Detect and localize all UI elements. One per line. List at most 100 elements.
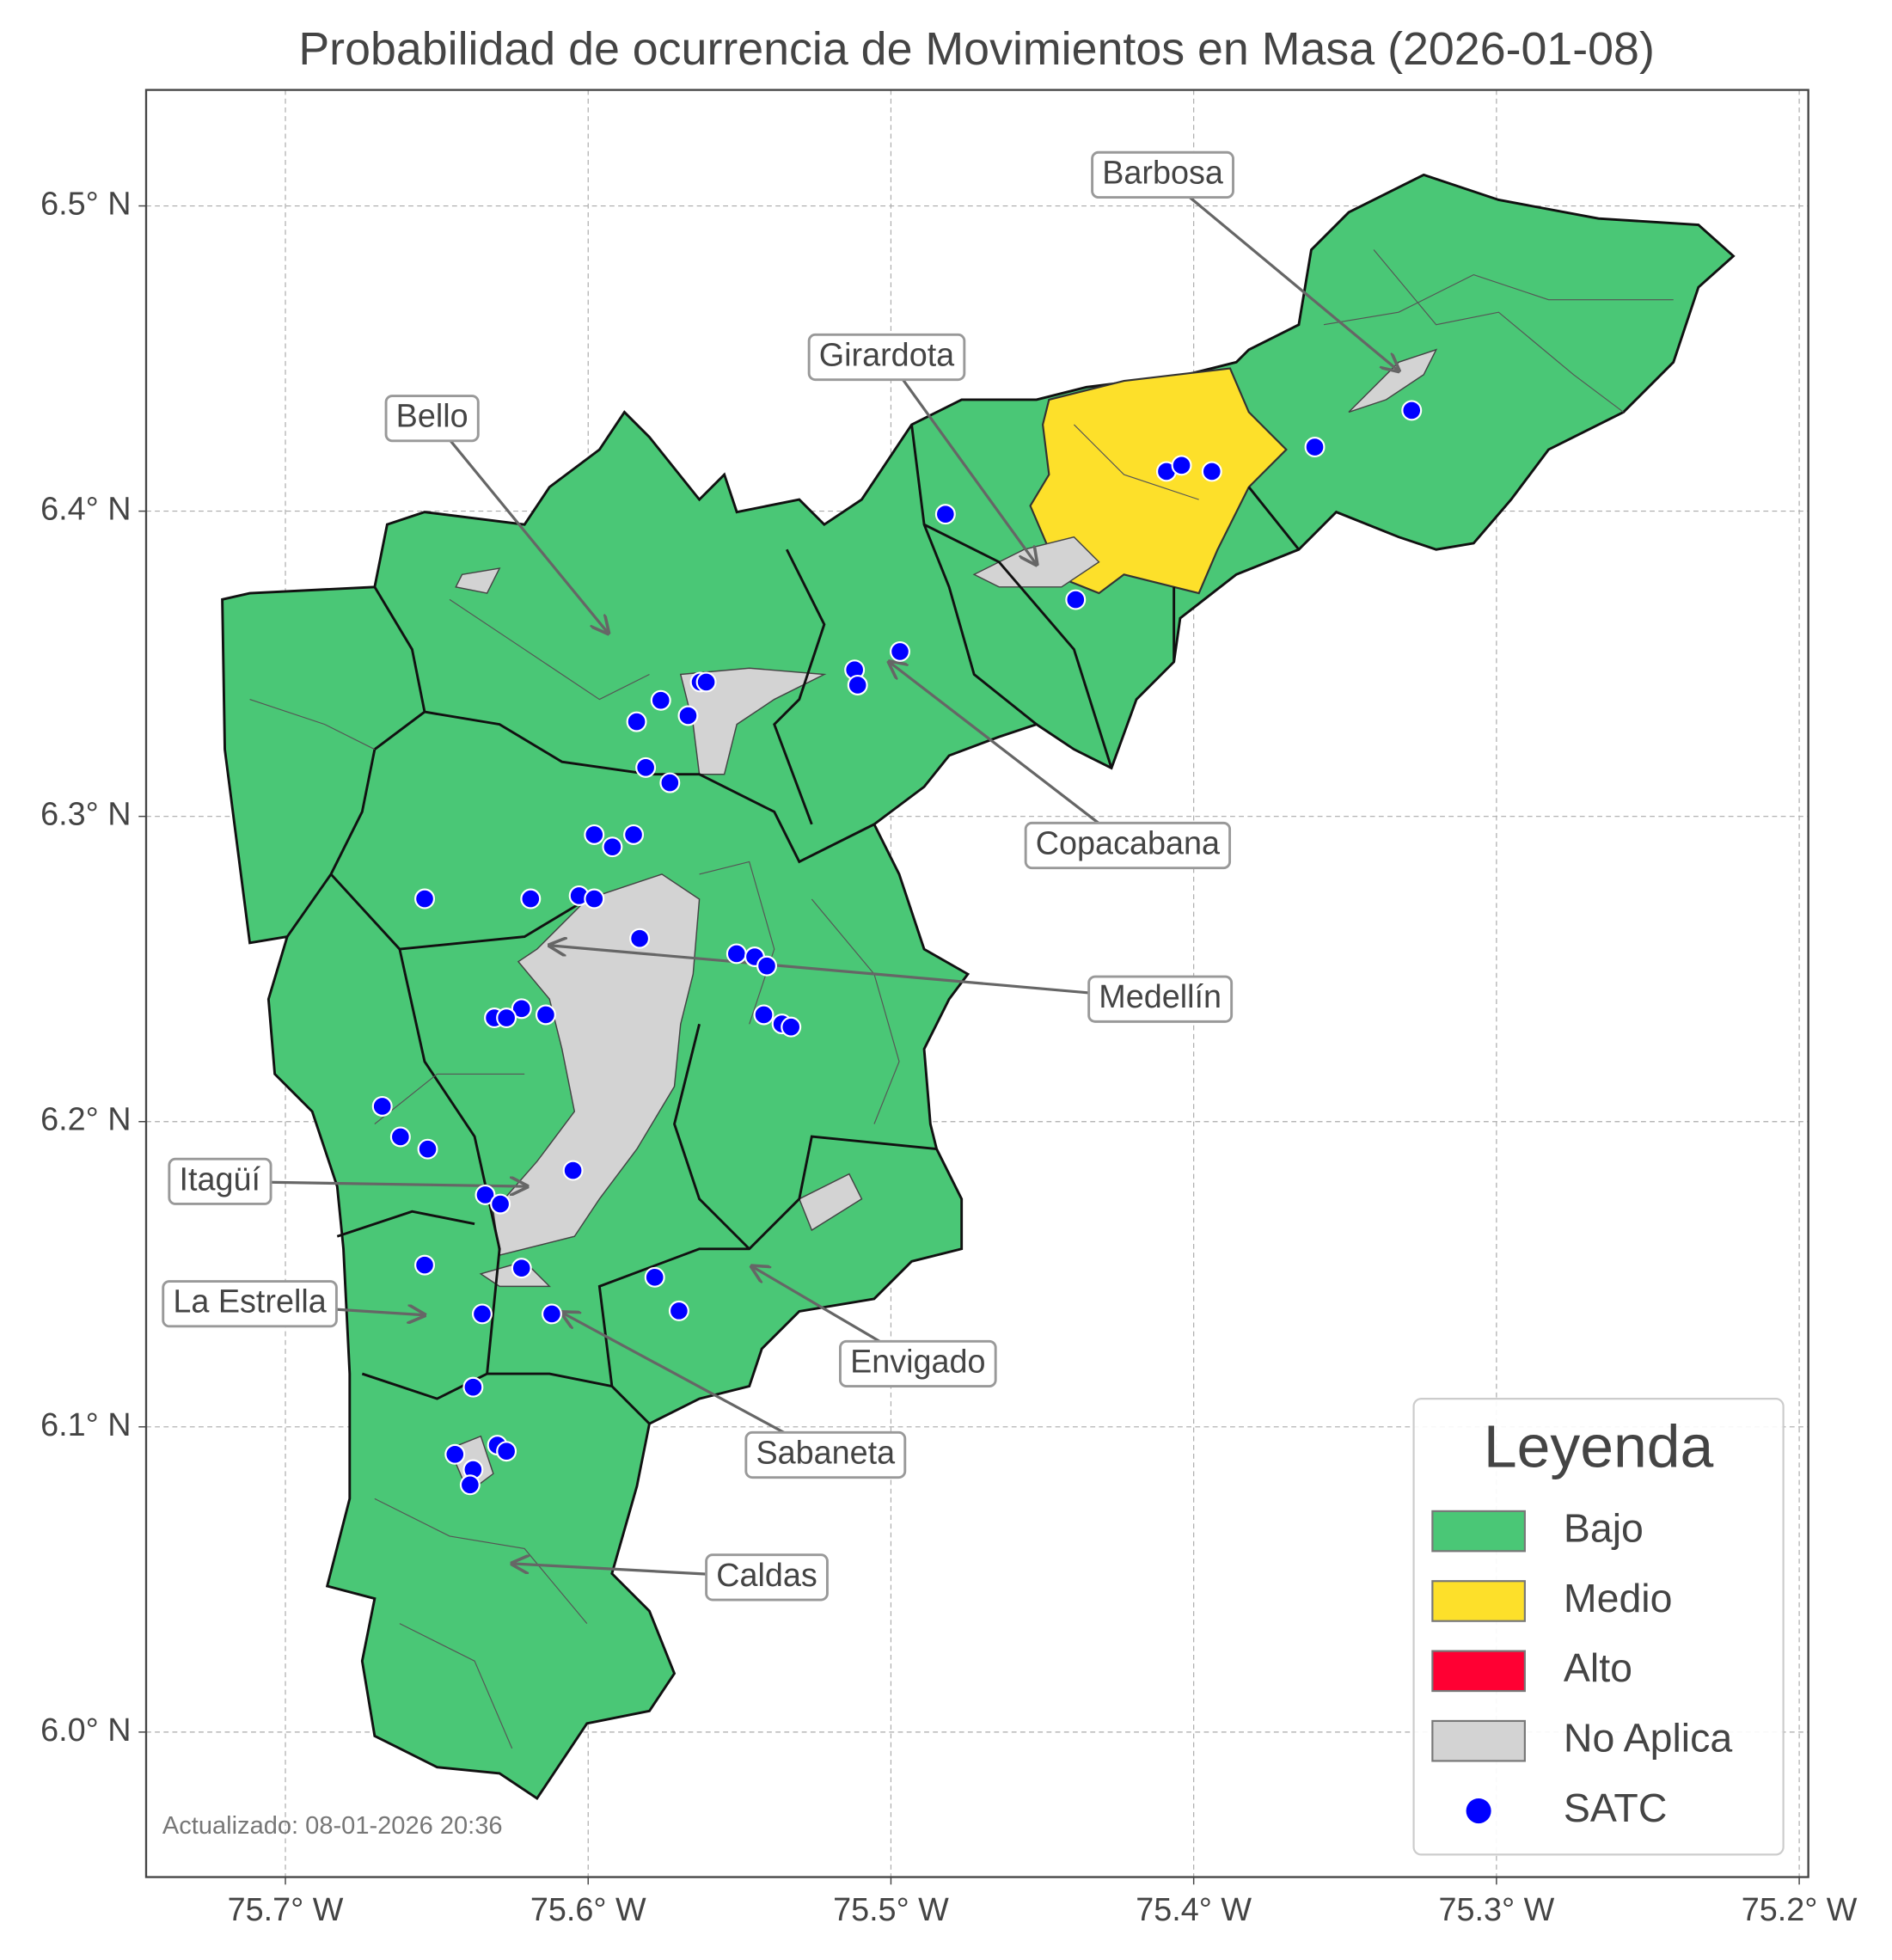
satc-point: [471, 1303, 493, 1325]
x-tick-label: 75.5° W: [833, 1892, 949, 1928]
y-tick-label: 6.0° N: [40, 1712, 131, 1749]
annotation-labels: Barbosa Girardota Bello Copacabana Medellín I…: [162, 150, 1234, 1602]
satc-point: [584, 888, 605, 910]
satc-point: [623, 824, 645, 845]
annotation-label: Medellín: [1099, 979, 1222, 1015]
legend-label: SATC: [1564, 1785, 1667, 1830]
y-tick-label: 6.2° N: [40, 1102, 131, 1138]
annotation-box: [807, 333, 966, 382]
satc-point: [444, 1443, 466, 1465]
satc-point: [371, 1095, 393, 1117]
satc-point: [668, 1300, 689, 1321]
annotation-label: Caldas: [716, 1558, 817, 1594]
satc-point: [541, 1303, 562, 1325]
satc-point: [535, 1004, 556, 1026]
map-title: Probabilidad de ocurrencia de Movimiento…: [298, 23, 1655, 75]
satc-point: [602, 836, 623, 858]
satc-point: [781, 1016, 802, 1038]
legend-marker: [1466, 1798, 1491, 1824]
satc-point: [1171, 455, 1192, 476]
annotation-arrow: [885, 356, 1036, 564]
satc-point: [629, 928, 651, 949]
y-tick-label: 6.3° N: [40, 797, 131, 833]
satc-point: [753, 1004, 775, 1026]
satc-point: [462, 1376, 484, 1398]
annotation-box: [1091, 150, 1234, 199]
satc-point: [626, 711, 647, 732]
satc-point: [635, 756, 657, 778]
satc-point: [695, 671, 717, 693]
annotation-label: Sabaneta: [756, 1435, 895, 1471]
satc-point: [414, 1254, 436, 1276]
satc-point: [496, 1441, 517, 1462]
legend-label: Medio: [1564, 1576, 1673, 1620]
annotation-arrow: [549, 946, 1160, 1001]
satc-point: [1401, 400, 1423, 421]
satc-point: [726, 943, 747, 965]
legend-swatch: [1431, 1650, 1526, 1693]
satc-point: [417, 1138, 438, 1160]
satc-point: [934, 504, 956, 525]
annotation-label: Copacabana: [1036, 826, 1220, 862]
annotation-box: [384, 395, 480, 443]
satc-point: [650, 689, 671, 711]
x-tick-label: 75.3° W: [1438, 1892, 1554, 1928]
satc-point: [677, 705, 699, 726]
ticks: 75.7° W 75.6° W 75.5° W 75.4° W 75.3° W 75.2°…: [40, 187, 1858, 1929]
y-tick-label: 6.1° N: [40, 1407, 131, 1443]
legend-swatch: [1431, 1510, 1526, 1553]
annotation-label: Barbosa: [1102, 155, 1223, 191]
satc-point: [1201, 461, 1222, 482]
annotation-label: Bello: [396, 399, 468, 435]
sub-borders: [249, 249, 1674, 1749]
satc-point: [584, 824, 605, 845]
x-tick-label: 75.6° W: [530, 1892, 646, 1928]
annotation-box: [838, 1339, 997, 1388]
satc-point: [511, 998, 532, 1020]
annotation-box: [1024, 821, 1232, 870]
satc-point: [644, 1266, 665, 1288]
satc-point: [414, 888, 436, 910]
annotation-arrow: [1161, 174, 1399, 371]
annotation-arrow: [889, 662, 1129, 847]
annotation-box: [705, 1553, 829, 1602]
legend-label: No Aplica: [1564, 1715, 1732, 1760]
annotation-box: [162, 1280, 338, 1328]
annotation-box: [168, 1157, 272, 1205]
satc-point: [756, 955, 778, 977]
satc-point: [1065, 589, 1087, 610]
annotation-label: Itagüí: [179, 1161, 260, 1197]
annotation-box: [744, 1430, 907, 1479]
legend-title: Leyenda: [1484, 1413, 1714, 1480]
satc-points: [371, 400, 1423, 1496]
satc-point: [659, 772, 681, 793]
satc-point: [490, 1193, 511, 1215]
satc-point: [847, 675, 868, 695]
annotation-arrow: [431, 417, 609, 634]
y-tick-label: 6.4° N: [40, 492, 131, 528]
x-tick-label: 75.4° W: [1136, 1892, 1252, 1928]
satc-point: [1304, 437, 1326, 458]
annotation-label: Envigado: [850, 1344, 985, 1380]
x-tick-label: 75.2° W: [1742, 1892, 1858, 1928]
legend-swatch: [1431, 1580, 1526, 1622]
region-bajo: [221, 173, 1736, 1801]
satc-point: [496, 1008, 517, 1028]
annotation-label: La Estrella: [173, 1284, 326, 1320]
legend-swatch: [1431, 1719, 1526, 1762]
satc-point: [511, 1258, 532, 1279]
legend-label: Alto: [1564, 1645, 1632, 1690]
satc-point: [890, 640, 910, 662]
axes-frame: [144, 89, 1809, 1878]
legend-label: Bajo: [1564, 1505, 1644, 1550]
legend: Leyenda Bajo Medio Alto No Aplica SATC: [1412, 1398, 1785, 1856]
y-tick-label: 6.5° N: [40, 187, 131, 223]
annotation-label: Girardota: [819, 337, 954, 373]
satc-point: [562, 1160, 584, 1181]
satc-point: [459, 1474, 481, 1496]
satc-point: [520, 888, 542, 910]
footer: Actualizado: 08-01-2026 20:36: [162, 1812, 503, 1840]
x-tick-label: 75.7° W: [228, 1892, 344, 1928]
